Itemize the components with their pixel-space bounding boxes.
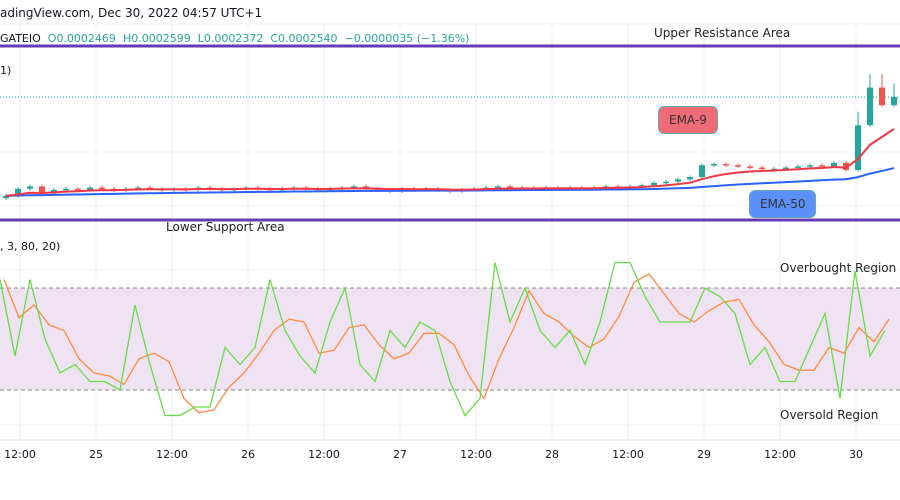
- ema50-callout: EMA-50: [749, 190, 817, 218]
- overbought-label: Overbought Region: [780, 261, 897, 275]
- ohlc-line: GATEIO O0.0002469 H0.0002599 L0.0002372 …: [0, 32, 469, 45]
- stoch-legend: , 3, 80, 20): [0, 240, 61, 253]
- candle-body: [3, 195, 9, 199]
- x-tick-label: 12:00: [4, 448, 36, 461]
- candle-body: [351, 186, 357, 188]
- candle-body: [831, 162, 837, 167]
- x-tick-label: 12:00: [308, 448, 340, 461]
- x-tick-label: 12:00: [460, 448, 492, 461]
- candle-body: [687, 177, 693, 180]
- high-value: H0.0002599: [122, 32, 191, 45]
- x-tick-label: 26: [241, 448, 255, 461]
- candle-body: [63, 188, 69, 191]
- candle-body: [783, 167, 789, 170]
- ema9-line: [5, 128, 895, 197]
- candle-body: [795, 166, 801, 168]
- oversold-label: Oversold Region: [780, 408, 879, 422]
- x-tick-label: 12:00: [764, 448, 796, 461]
- x-tick-label: 25: [89, 448, 103, 461]
- candle-body: [15, 188, 21, 196]
- candle-body: [855, 125, 861, 170]
- close-value: C0.0002540: [270, 32, 338, 45]
- symbol: GATEIO: [0, 32, 41, 45]
- stoch-k-line: [0, 261, 886, 417]
- change-value: −0.0000035 (−1.36%): [344, 32, 470, 45]
- candle-body: [99, 187, 105, 190]
- candle-body: [819, 165, 825, 167]
- candle-body: [723, 164, 729, 166]
- candle-body: [87, 187, 93, 190]
- ema9-callout: EMA-9: [658, 106, 718, 134]
- x-tick-label: 29: [697, 448, 711, 461]
- x-tick-label: 12:00: [156, 448, 188, 461]
- candle-body: [639, 185, 645, 187]
- lower-support-label: Lower Support Area: [166, 220, 285, 234]
- candle-body: [867, 87, 873, 126]
- upper-resistance-label: Upper Resistance Area: [654, 26, 791, 40]
- candle-body: [675, 179, 681, 182]
- candle-body: [891, 97, 897, 106]
- open-value: O0.0002469: [47, 32, 116, 45]
- candle-body: [39, 186, 45, 194]
- ema-legend: 1): [0, 64, 12, 77]
- stoch-band: [0, 288, 900, 390]
- source-line: adingView.com, Dec 30, 2022 04:57 UTC+1: [0, 6, 263, 20]
- x-tick-label: 27: [393, 448, 407, 461]
- x-tick-label: 12:00: [612, 448, 644, 461]
- stoch-d-line: [3, 272, 890, 414]
- candle-body: [507, 186, 513, 189]
- x-tick-label: 28: [545, 448, 559, 461]
- candle-body: [135, 187, 141, 190]
- candle-body: [495, 186, 501, 188]
- candle-body: [735, 165, 741, 167]
- candle-body: [879, 87, 885, 106]
- candle-body: [699, 165, 705, 177]
- candle-body: [663, 181, 669, 184]
- candle-body: [651, 182, 657, 186]
- candle-body: [27, 186, 33, 189]
- candle-body: [759, 167, 765, 170]
- candle-body: [711, 164, 717, 166]
- candle-body: [75, 188, 81, 191]
- x-tick-label: 30: [849, 448, 863, 461]
- candle-body: [807, 165, 813, 167]
- low-value: L0.0002372: [197, 32, 264, 45]
- candle-body: [747, 166, 753, 168]
